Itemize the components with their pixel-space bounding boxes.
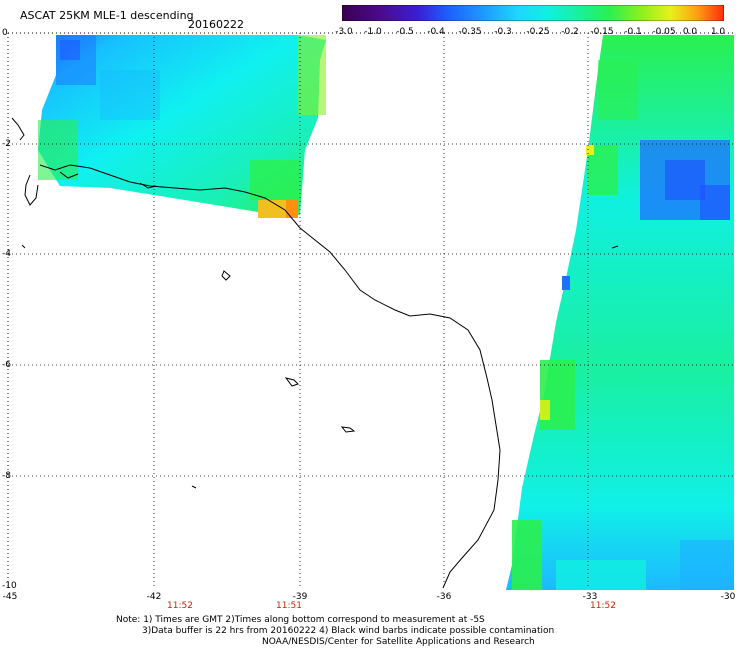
y-axis-label: -4 (2, 249, 11, 259)
y-axis-label: -2 (2, 139, 11, 149)
colorbar-label: -0.05 (652, 27, 676, 37)
x-axis-label: -36 (436, 592, 452, 602)
pass-time: 11:51 (276, 601, 302, 611)
y-axis-label: 0 (2, 28, 8, 38)
colorbar-label: -0.15 (590, 27, 614, 37)
colorbar-label: -0.5 (396, 27, 414, 37)
map-date: 20160222 (188, 18, 244, 31)
credit-line: NOAA/NESDIS/Center for Satellite Applica… (262, 637, 535, 647)
y-axis-label: -8 (2, 471, 11, 481)
grid-lines (8, 33, 734, 588)
data-swath-west (38, 35, 326, 218)
colorbar-label: -0.2 (561, 27, 579, 37)
colorbar-label: 1.0 (710, 27, 726, 37)
data-swath-east (506, 35, 734, 590)
colorbar-label: 0.0 (682, 27, 698, 37)
y-axis-label: -6 (2, 360, 11, 370)
footnote-line: 3)Data buffer is 22 hrs from 20160222 4)… (142, 626, 555, 636)
y-axis-label: -10 (2, 581, 17, 591)
pass-time: 11:52 (167, 601, 193, 611)
x-axis-label: -33 (582, 592, 598, 602)
colorbar-label: -0.1 (624, 27, 642, 37)
x-axis-label: -45 (2, 592, 18, 602)
colorbar-label: -0.4 (427, 27, 445, 37)
colorbar (342, 5, 724, 21)
x-axis-label: -42 (146, 592, 162, 602)
x-axis-label: -39 (292, 592, 308, 602)
colorbar-label: -3.0 (335, 27, 353, 37)
footnote-line: Note: 1) Times are GMT 2)Times along bot… (116, 615, 485, 625)
axis-ticks (7, 32, 734, 588)
pass-time: 11:52 (590, 601, 616, 611)
x-axis-label: -30 (720, 592, 736, 602)
colorbar-label: -1.0 (364, 27, 382, 37)
colorbar-label: -0.25 (526, 27, 550, 37)
colorbar-label: -0.35 (458, 27, 482, 37)
coastline (11, 117, 619, 589)
map-title: ASCAT 25KM MLE-1 descending (20, 9, 194, 22)
colorbar-label: -0.3 (494, 27, 512, 37)
